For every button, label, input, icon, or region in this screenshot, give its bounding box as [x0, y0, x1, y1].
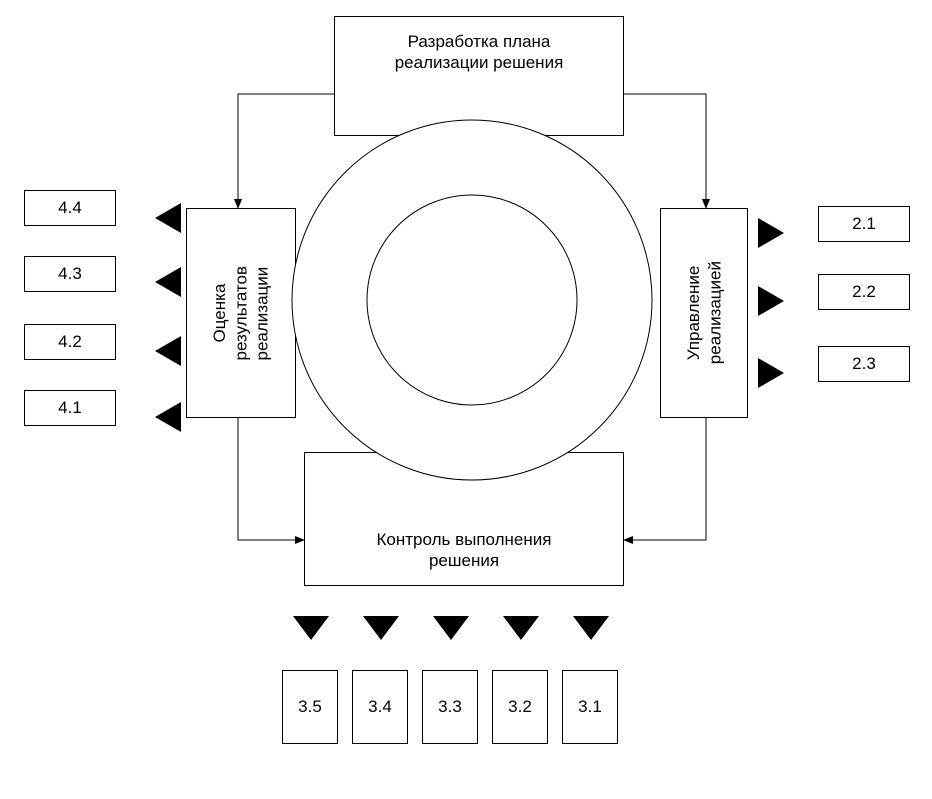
box-right-1: 2.2	[818, 274, 910, 310]
block-left-label: Оценкарезультатовреализации	[209, 266, 273, 360]
arrow-right-1	[758, 286, 784, 316]
block-top-label: Разработка планареализации решения	[395, 31, 564, 74]
block-right: Управлениереализацией	[660, 208, 748, 418]
arrow-down-0	[293, 616, 329, 640]
block-top: Разработка планареализации решения	[334, 16, 624, 136]
block-bottom: Контроль выполнениярешения	[304, 452, 624, 586]
arrow-down-4	[573, 616, 609, 640]
arrow-down-2	[433, 616, 469, 640]
block-bottom-label: Контроль выполнениярешения	[377, 529, 552, 572]
box-left-3: 4.1	[24, 390, 116, 426]
box-left-2: 4.2	[24, 324, 116, 360]
diagram-stage: Разработка планареализации решения Контр…	[0, 0, 932, 799]
arrow-down-1	[363, 616, 399, 640]
arrow-left-3	[155, 402, 181, 432]
arrow-left-0	[155, 203, 181, 233]
box-bottom-4: 3.1	[562, 670, 618, 744]
arrow-left-2	[155, 336, 181, 366]
center-label: Организацион-ный механизмреализациирешен…	[367, 258, 577, 343]
block-right-label: Управлениереализацией	[683, 261, 726, 364]
arrow-right-2	[758, 358, 784, 388]
arrow-down-3	[503, 616, 539, 640]
box-right-2: 2.3	[818, 346, 910, 382]
box-left-1: 4.3	[24, 256, 116, 292]
box-left-0: 4.4	[24, 190, 116, 226]
box-bottom-2: 3.3	[422, 670, 478, 744]
arrow-right-0	[758, 218, 784, 248]
box-bottom-0: 3.5	[282, 670, 338, 744]
arrow-left-1	[155, 267, 181, 297]
box-bottom-3: 3.2	[492, 670, 548, 744]
box-right-0: 2.1	[818, 206, 910, 242]
box-bottom-1: 3.4	[352, 670, 408, 744]
block-left: Оценкарезультатовреализации	[186, 208, 296, 418]
